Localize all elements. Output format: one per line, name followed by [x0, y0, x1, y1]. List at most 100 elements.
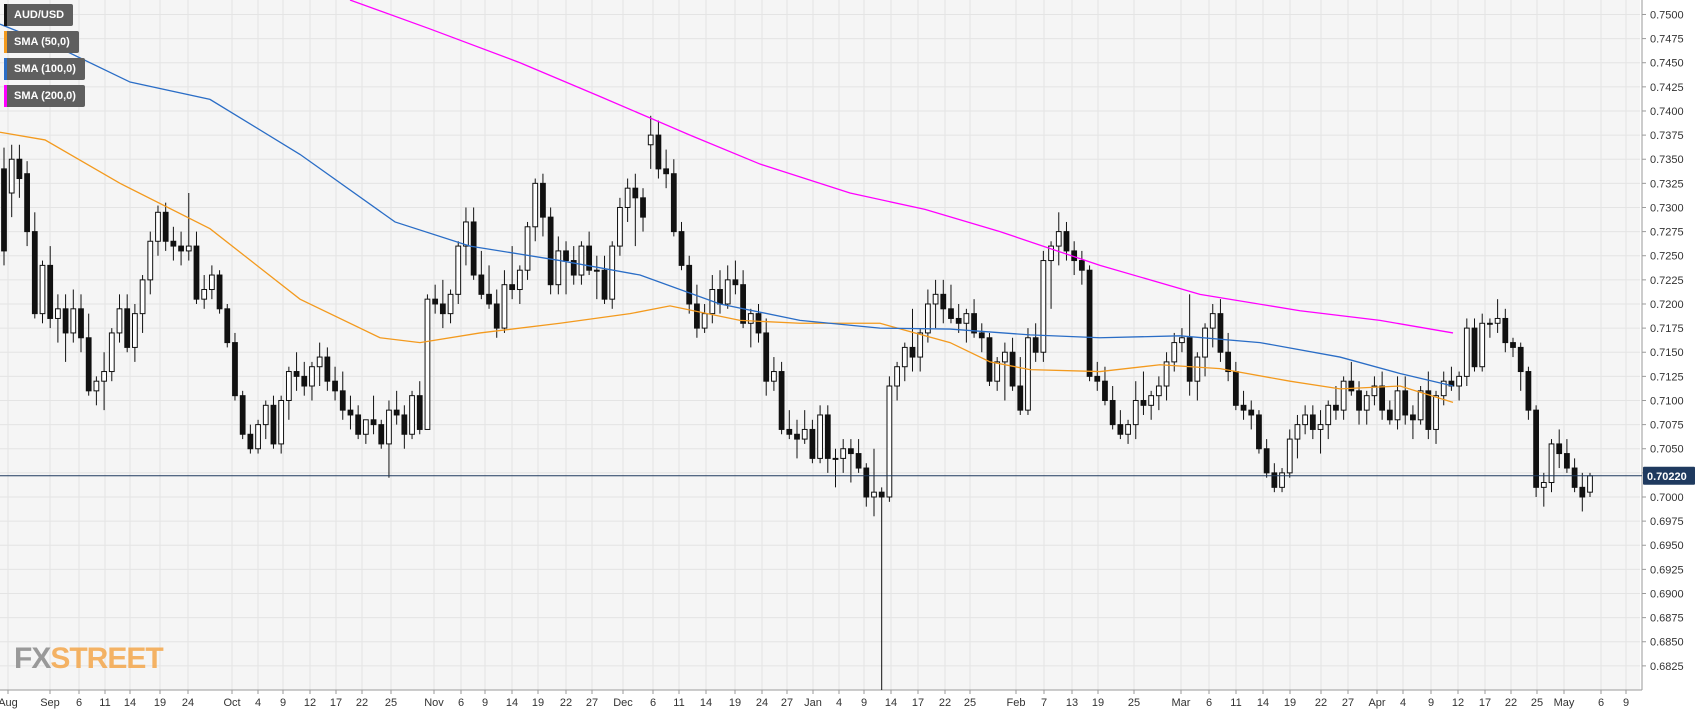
candle-bearish	[1309, 414, 1316, 430]
candle-bearish	[948, 308, 954, 319]
candle-bearish	[378, 424, 385, 445]
candle-bearish	[486, 293, 492, 305]
candle-bearish	[332, 380, 338, 392]
legend-label: SMA (200,0)	[14, 90, 76, 102]
candle-bullish	[647, 134, 654, 146]
candle-bearish	[178, 245, 184, 252]
candle-bearish	[1517, 346, 1524, 373]
legend-label: SMA (50,0)	[14, 36, 70, 48]
candle-bullish	[1209, 313, 1216, 329]
x-tick-label: 9	[280, 697, 286, 709]
candle-bullish	[1440, 380, 1447, 397]
candle-bullish	[963, 313, 970, 324]
candle-bullish	[1279, 472, 1285, 488]
candle-bearish	[347, 409, 354, 416]
candle-bearish	[1186, 337, 1193, 382]
candle-bearish	[755, 313, 762, 334]
candle-bearish	[570, 260, 577, 276]
legend-item-sma100[interactable]: SMA (100,0)	[4, 58, 85, 80]
candle-bullish	[1371, 385, 1378, 397]
legend-label: SMA (100,0)	[14, 63, 76, 75]
x-tick-label: 9	[482, 697, 488, 709]
candle-bearish	[601, 269, 608, 300]
candle-bullish	[840, 448, 847, 459]
candle-bullish	[701, 313, 708, 329]
candle-bearish	[1032, 337, 1039, 353]
y-tick-label: 0.7250	[1650, 251, 1684, 263]
candle-bullish	[116, 308, 123, 334]
candle-bearish	[1232, 371, 1239, 406]
candle-bearish	[78, 308, 84, 339]
candle-bullish	[1125, 424, 1131, 435]
candle-bearish	[640, 197, 646, 218]
candle-bearish	[563, 250, 569, 262]
candle-bullish	[532, 182, 539, 228]
candle-bearish	[47, 264, 54, 319]
y-tick-label: 0.7100	[1650, 395, 1684, 407]
candle-bullish	[1548, 443, 1555, 484]
y-tick-label: 0.7275	[1650, 227, 1684, 239]
x-tick-label: 7	[1041, 697, 1047, 709]
y-tick-label: 0.6950	[1650, 540, 1684, 552]
x-tick-label: 17	[1479, 697, 1491, 709]
x-tick-label: 17	[912, 697, 924, 709]
candle-bearish	[239, 395, 246, 435]
candle-bullish	[424, 298, 431, 430]
candle-bullish	[255, 424, 261, 450]
candle-bullish	[1132, 399, 1139, 426]
candle-bearish	[1471, 327, 1478, 368]
candle-bearish	[809, 428, 816, 459]
x-tick-label: 25	[964, 697, 976, 709]
candle-bullish	[1463, 327, 1470, 377]
candle-bearish	[909, 346, 916, 358]
x-tick-label: 27	[586, 697, 598, 709]
legend-item-symbol[interactable]: AUD/USD	[4, 4, 74, 26]
x-tick-label: 19	[729, 697, 741, 709]
x-tick-label: May	[1554, 697, 1575, 709]
candle-bullish	[1487, 322, 1493, 325]
legend-swatch	[4, 85, 7, 107]
candle-bullish	[1171, 342, 1178, 363]
candle-bearish	[16, 158, 23, 180]
candle-bullish	[1194, 356, 1201, 382]
x-tick-label: 14	[885, 697, 897, 709]
candle-bearish	[670, 173, 677, 233]
sma-200-line	[349, 0, 1454, 334]
candle-bearish	[62, 308, 69, 334]
candle-bearish	[1263, 448, 1270, 474]
x-tick-label: Apr	[1368, 697, 1385, 709]
candle-bullish	[70, 308, 77, 334]
candle-bearish	[470, 221, 477, 276]
legend-swatch	[4, 31, 7, 53]
x-tick-label: 11	[99, 697, 110, 709]
legend-item-sma50[interactable]: SMA (50,0)	[4, 31, 79, 53]
candle-bearish	[855, 453, 862, 469]
candle-bearish	[370, 419, 377, 426]
candle-bearish	[1556, 443, 1563, 455]
candle-bullish	[131, 313, 138, 348]
candle-bearish	[1102, 380, 1108, 401]
candle-bearish	[162, 211, 169, 242]
plot-background	[0, 0, 1640, 690]
x-tick-label: 19	[154, 697, 166, 709]
x-tick-label: 19	[532, 697, 544, 709]
candle-bearish	[1271, 472, 1278, 488]
candle-bullish	[1494, 317, 1501, 324]
candle-bullish	[8, 158, 15, 194]
candle-bearish	[740, 284, 746, 324]
x-tick-label: 14	[506, 697, 518, 709]
candle-bullish	[108, 332, 115, 373]
candle-bullish	[447, 293, 454, 315]
x-tick-label: 4	[836, 697, 842, 709]
last-price-label: 0.70220	[1647, 471, 1687, 483]
candle-bearish	[293, 371, 300, 377]
x-tick-label: Sep	[40, 697, 60, 709]
x-tick-label: 4	[255, 697, 261, 709]
candle-bearish	[224, 308, 231, 344]
legend-item-sma200[interactable]: SMA (200,0)	[4, 85, 85, 107]
candle-bullish	[1148, 395, 1155, 406]
x-tick-label: 9	[861, 697, 867, 709]
candle-bullish	[39, 264, 46, 315]
y-tick-label: 0.6875	[1650, 613, 1684, 625]
